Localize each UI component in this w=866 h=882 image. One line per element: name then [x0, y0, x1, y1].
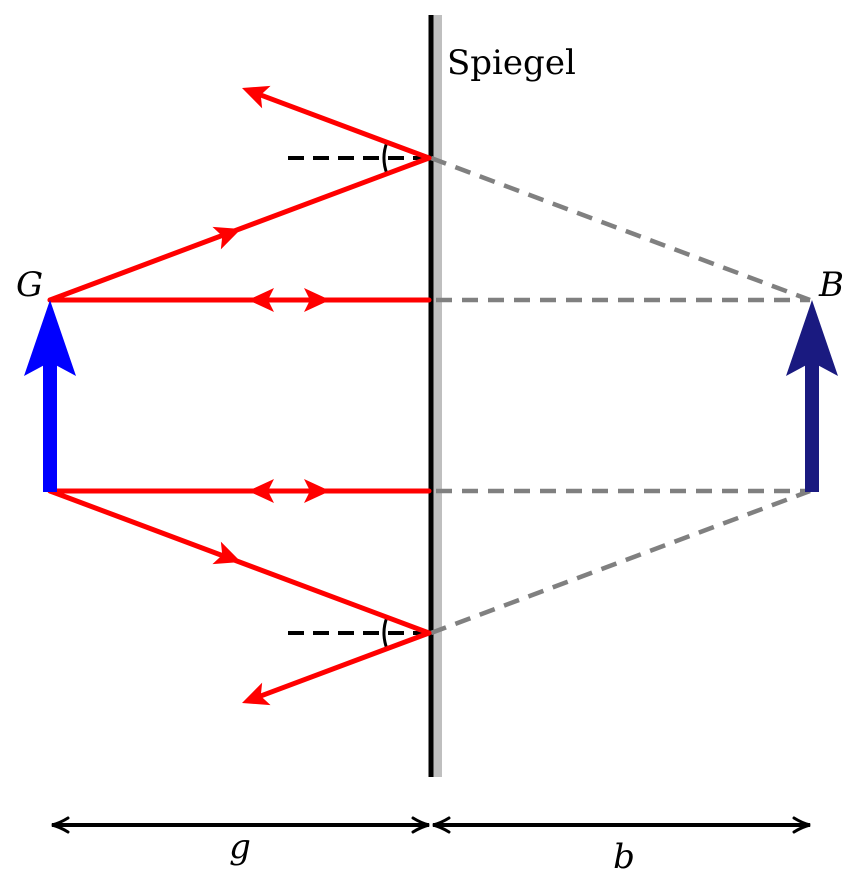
ray-reflected-upper	[247, 88, 432, 161]
arrowhead-top-left	[248, 288, 274, 312]
object-arrow	[24, 300, 76, 492]
object-distance-label: g	[229, 827, 251, 867]
image-distance-label: b	[613, 837, 635, 877]
virtual-rays	[430, 155, 811, 636]
angle-arc-upper	[382, 141, 389, 175]
light-rays	[47, 88, 432, 703]
object-label: G	[16, 265, 43, 305]
arrowhead-top-right	[304, 288, 330, 312]
mirror-label: Spiegel	[447, 43, 576, 83]
normals	[288, 156, 428, 635]
arrowhead-reflected-upper-tip	[242, 85, 271, 109]
angle-arc-lower	[382, 616, 389, 650]
arrowhead-bottom-right	[304, 479, 330, 503]
arrowhead-bottom-left	[248, 479, 274, 503]
ray-reflected-lower	[247, 630, 432, 703]
arrowhead-incident-lower-mid	[212, 541, 241, 565]
virtual-ray-lower	[430, 488, 811, 636]
image-arrow	[786, 300, 838, 492]
arrowhead-reflected-lower-tip	[242, 682, 271, 706]
ray-arrowheads	[212, 85, 330, 706]
arrowhead-incident-upper-mid	[212, 226, 241, 250]
virtual-ray-upper	[430, 155, 811, 303]
mirror-backing	[433, 15, 442, 777]
image-label: B	[818, 265, 844, 305]
